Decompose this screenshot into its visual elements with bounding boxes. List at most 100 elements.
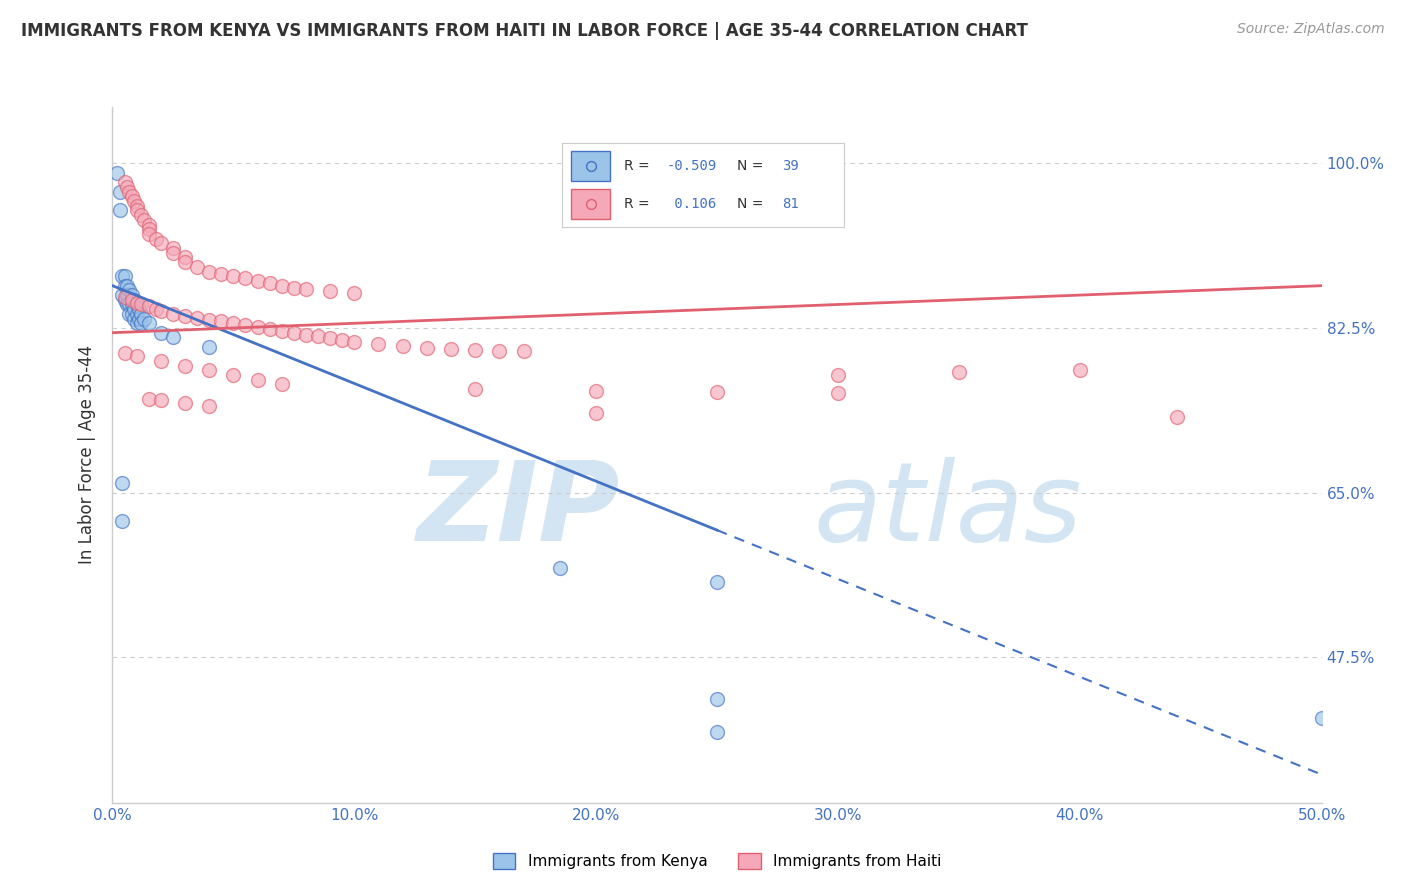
Point — [512, 344, 534, 359]
Point — [579, 197, 602, 211]
Point — [174, 309, 197, 323]
Point — [131, 307, 153, 321]
Text: 0.106: 0.106 — [666, 197, 717, 211]
Point — [295, 327, 318, 342]
Bar — [571, 152, 610, 181]
Point — [121, 307, 143, 321]
Point — [149, 326, 172, 340]
Point — [145, 302, 167, 317]
Y-axis label: In Labor Force | Age 35-44: In Labor Force | Age 35-44 — [77, 345, 96, 565]
Point — [319, 285, 342, 299]
Point — [111, 476, 134, 491]
Point — [1069, 363, 1091, 377]
Point — [548, 560, 571, 574]
Point — [149, 354, 172, 368]
Text: 39: 39 — [782, 159, 799, 173]
Point — [114, 293, 136, 307]
Point — [138, 299, 160, 313]
Point — [114, 269, 136, 284]
Point — [283, 280, 305, 294]
Text: N =: N = — [737, 159, 763, 173]
Text: Source: ZipAtlas.com: Source: ZipAtlas.com — [1237, 22, 1385, 37]
Point — [209, 268, 232, 282]
Point — [343, 335, 366, 350]
Point — [115, 288, 138, 302]
Point — [283, 326, 305, 340]
Point — [246, 320, 269, 334]
Point — [131, 297, 153, 311]
Point — [131, 208, 153, 222]
Point — [122, 302, 145, 317]
Point — [391, 339, 413, 353]
Point — [138, 392, 160, 406]
Point — [125, 316, 148, 330]
Text: atlas: atlas — [814, 457, 1083, 564]
Point — [948, 365, 970, 379]
Point — [125, 203, 148, 218]
Point — [198, 264, 221, 278]
Point — [222, 316, 245, 330]
Point — [174, 255, 197, 269]
Point — [121, 297, 143, 311]
Point — [105, 166, 128, 180]
Point — [162, 307, 184, 321]
Text: N =: N = — [737, 197, 763, 211]
Point — [162, 241, 184, 255]
Point — [138, 218, 160, 232]
Point — [259, 276, 281, 290]
Point — [149, 304, 172, 318]
Point — [162, 330, 184, 344]
Point — [222, 269, 245, 284]
Point — [1166, 410, 1188, 425]
Point — [121, 288, 143, 302]
Point — [122, 293, 145, 307]
Bar — [571, 189, 610, 219]
Point — [1310, 711, 1333, 725]
Text: R =: R = — [624, 159, 650, 173]
Point — [131, 316, 153, 330]
Point — [118, 297, 141, 311]
Point — [416, 341, 439, 355]
Point — [125, 295, 148, 310]
Point — [222, 368, 245, 382]
Point — [115, 278, 138, 293]
Point — [307, 329, 329, 343]
Point — [114, 290, 136, 304]
Point — [706, 692, 728, 706]
Point — [125, 307, 148, 321]
Text: ZIP: ZIP — [416, 457, 620, 564]
Point — [115, 297, 138, 311]
Point — [198, 340, 221, 354]
Point — [706, 725, 728, 739]
Point — [440, 342, 463, 356]
Point — [108, 185, 131, 199]
Point — [128, 302, 150, 317]
Point — [235, 271, 257, 285]
Point — [132, 311, 155, 326]
Point — [330, 333, 353, 347]
Point — [118, 185, 141, 199]
Point — [114, 346, 136, 360]
Point — [149, 393, 172, 408]
Point — [114, 278, 136, 293]
Point — [827, 368, 849, 382]
Point — [174, 251, 197, 265]
Point — [235, 318, 257, 333]
Point — [121, 189, 143, 203]
Point — [464, 343, 486, 357]
Point — [132, 212, 155, 227]
Point — [209, 314, 232, 328]
Point — [295, 282, 318, 296]
Point — [145, 232, 167, 246]
Point — [198, 363, 221, 377]
Point — [270, 377, 292, 392]
Point — [128, 311, 150, 326]
Point — [585, 384, 607, 398]
Point — [121, 293, 143, 307]
Point — [114, 175, 136, 189]
Point — [367, 337, 389, 351]
Point — [579, 159, 602, 173]
Point — [111, 288, 134, 302]
Point — [259, 322, 281, 336]
Point — [198, 312, 221, 326]
